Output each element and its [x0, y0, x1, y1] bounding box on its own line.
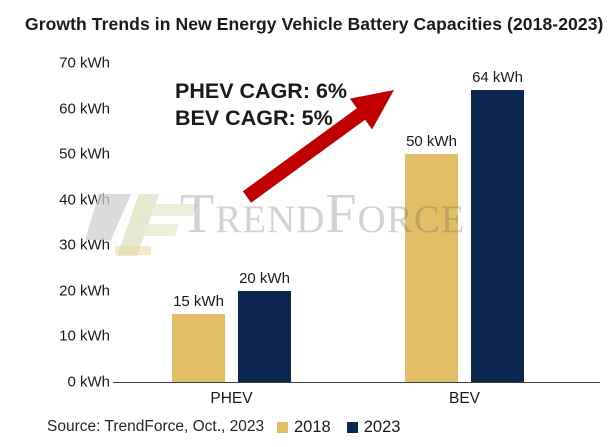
bar-value-label-2023-bev: 64 kWh	[472, 69, 523, 87]
y-axis-tick-0: 0 kWh	[67, 373, 110, 391]
x-axis-label-bev: BEV	[448, 390, 480, 407]
bar-2018-phev	[172, 313, 225, 382]
bar-2023-phev	[238, 290, 291, 382]
bev-cagr-text: BEV CAGR: 5%	[175, 106, 333, 130]
bar-group-phev: 15 kWh 20 kWh PHEV	[172, 270, 291, 407]
bar-value-label-2018-bev: 50 kWh	[406, 133, 457, 151]
legend-swatch-2023	[346, 422, 358, 433]
bar-group-bev: 50 kWh 64 kWh BEV	[405, 69, 524, 407]
bar-wrap-2023-bev: 64 kWh	[471, 69, 524, 382]
plot-area: 0 kWh 10 kWh 20 kWh 30 kWh 40 kWh 50 kWh 60 kW…	[59, 55, 600, 407]
y-axis-tick-30: 30 kWh	[59, 236, 110, 254]
x-axis-label-phev: PHEV	[210, 390, 253, 407]
y-axis-tick-50: 50 kWh	[59, 145, 110, 163]
source-text: Source: TrendForce, Oct., 2023	[47, 418, 265, 435]
bar-wrap-2018-bev: 50 kWh	[405, 133, 458, 382]
legend-label-2018: 2018	[294, 418, 331, 436]
bar-wrap-2023-phev: 20 kWh	[238, 270, 291, 382]
legend-swatch-2018	[277, 422, 288, 433]
cagr-annotation: PHEV CAGR: 6% BEV CAGR: 5%	[175, 78, 347, 132]
bar-wrap-2018-phev: 15 kWh	[172, 293, 225, 382]
legend-item-2018: 2018	[277, 418, 331, 437]
y-axis-tick-70: 70 kWh	[59, 54, 110, 72]
bar-2018-bev	[405, 154, 458, 382]
y-axis-tick-40: 40 kWh	[59, 191, 110, 209]
x-axis-line	[113, 381, 600, 383]
chart-title: Growth Trends in New Energy Vehicle Batt…	[25, 14, 604, 34]
y-axis-tick-10: 10 kWh	[59, 327, 110, 345]
legend-item-2023: 2023	[346, 418, 401, 437]
phev-cagr-text: PHEV CAGR: 6%	[175, 79, 348, 103]
bar-value-label-2018-phev: 15 kWh	[173, 292, 224, 310]
y-axis-tick-20: 20 kWh	[59, 282, 110, 300]
legend-label-2023: 2023	[363, 418, 401, 436]
y-axis-tick-60: 60 kWh	[59, 100, 110, 118]
legend: 2018 2023	[277, 418, 400, 437]
bar-value-label-2023-phev: 20 kWh	[239, 269, 290, 287]
bar-2023-bev	[471, 90, 524, 382]
